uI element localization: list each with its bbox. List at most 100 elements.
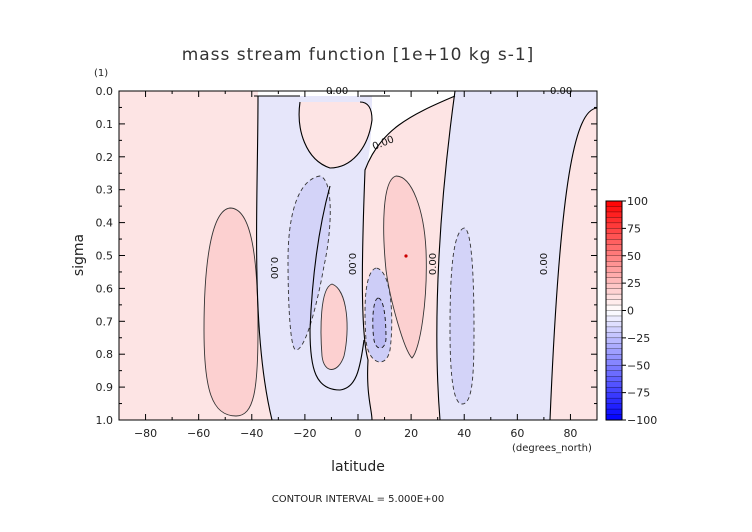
contour-label-north-2: 0.00: [539, 253, 550, 275]
colorbar-swatch: [605, 315, 623, 323]
colorbar-tick-label: 0: [627, 305, 634, 318]
colorbar-swatch: [605, 381, 623, 388]
y-tick-label: 0.1: [96, 118, 114, 131]
y-tick-label: 0.5: [96, 250, 114, 263]
y-tick-label: 0.4: [96, 217, 114, 230]
x-unit-label: (degrees_north): [512, 443, 592, 454]
colorbar-swatch: [605, 359, 623, 366]
x-tick-label: −80: [134, 427, 157, 440]
colorbar-tick-label: 25: [627, 277, 641, 290]
colorbar-tick-label: −25: [627, 332, 650, 345]
x-tick-label: −40: [240, 427, 263, 440]
colorbar-swatch: [605, 332, 623, 339]
colorbar-swatch: [605, 403, 623, 410]
region-positive-polar-north: [550, 108, 597, 420]
y-axis-label: sigma: [71, 234, 87, 276]
plot-area: 0.00 0.00 0.00 0.00 0.00 0.00 0.00: [118, 86, 598, 421]
max-marker: [404, 254, 408, 258]
y-tick-label: 0.8: [96, 348, 114, 361]
cell-positive-northern-tropics: [383, 175, 427, 359]
contour-label-south: 0.00: [268, 257, 279, 279]
x-tick-label: 0: [355, 427, 362, 440]
colorbar-swatch: [605, 277, 623, 284]
zero-contour-1: [256, 95, 273, 421]
zero-contour-5: [436, 90, 456, 421]
colorbar-tick-label: −75: [627, 387, 650, 400]
contour-interval-text: CONTOUR INTERVAL = 5.000E+00: [272, 494, 444, 505]
colorbar-swatch: [605, 299, 623, 306]
colorbar-swatch: [605, 222, 623, 229]
y-tick-label: 0.9: [96, 381, 114, 394]
cell-negative-north: [449, 227, 475, 405]
zero-contour-4: [309, 185, 365, 391]
zero-contour-2: [298, 101, 373, 169]
colorbar-swatch: [605, 255, 623, 262]
colorbar-swatch: [605, 310, 623, 317]
colorbar-swatch: [605, 326, 623, 333]
colorbar-swatch: [605, 337, 623, 344]
x-tick-label: 60: [510, 427, 524, 440]
y-tick-label: 0.0: [96, 85, 114, 98]
colorbar-swatch: [605, 200, 623, 208]
colorbar-swatch: [605, 217, 623, 224]
colorbar-swatch: [605, 261, 623, 268]
colorbar-swatch: [605, 244, 623, 251]
colorbar-swatch: [605, 365, 623, 372]
cell-negative-southern-tropics: [287, 175, 331, 351]
cell-positive-equator-low: [320, 283, 348, 370]
y-unit-label: (1): [94, 68, 108, 79]
y-tick-label: 1.0: [96, 414, 114, 427]
y-axis: 0.0 0.1 0.2 0.3 0.4 0.5 0.6 0.7 0.8 0.9 1.0: [96, 85, 597, 427]
x-tick-label: 80: [563, 427, 577, 440]
colorbar-tick-label: 50: [627, 250, 641, 263]
x-axis-label: latitude: [331, 459, 385, 475]
colorbar: 100 75 50 25 0 −25 −50 −75 −100: [605, 195, 657, 427]
y-tick-label: 0.7: [96, 315, 114, 328]
colorbar-swatch: [605, 321, 623, 328]
x-tick-label: 40: [457, 427, 471, 440]
colorbar-swatch: [605, 206, 623, 213]
colorbar-swatch: [605, 239, 623, 246]
contour-label-north-1: 0.00: [428, 253, 439, 275]
x-axis: −80 −60 −40 −20 0 20 40 60 80: [118, 91, 598, 440]
cell-negative-equator-core: [372, 297, 387, 349]
chart-title: mass stream function [1e+10 kg s-1]: [182, 45, 535, 65]
y-tick-label: 0.3: [96, 184, 114, 197]
cell-positive-south: [203, 207, 259, 417]
y-tick-label: 0.6: [96, 282, 114, 295]
colorbar-swatch: [605, 304, 623, 312]
colorbar-swatch: [605, 288, 623, 295]
x-tick-label: −60: [187, 427, 210, 440]
colorbar-tick-label: 75: [627, 222, 641, 235]
colorbar-swatch: [605, 376, 623, 383]
region-positive-upper-cap: [299, 102, 372, 168]
colorbar-swatch: [605, 250, 623, 257]
colorbar-swatch: [605, 343, 623, 350]
colorbar-swatch: [605, 348, 623, 355]
region-negative-north: [436, 91, 597, 420]
x-tick-label: 20: [404, 427, 418, 440]
contour-label-equator: 0.00: [346, 253, 357, 275]
colorbar-swatch: [605, 282, 623, 290]
colorbar-swatch: [605, 272, 623, 279]
colorbar-swatch: [605, 228, 623, 235]
colorbar-swatch: [605, 386, 623, 394]
zero-contour-3: [361, 95, 456, 421]
colorbar-swatch: [605, 211, 623, 218]
colorbar-swatch: [605, 293, 623, 301]
colorbar-swatch: [605, 233, 623, 240]
colorbar-swatch: [605, 266, 623, 273]
colorbar-swatch: [605, 397, 623, 405]
colorbar-tick-label: −100: [627, 414, 657, 427]
colorbar-swatch: [605, 392, 623, 399]
colorbar-tick-label: −50: [627, 359, 650, 372]
colorbar-swatch: [605, 370, 623, 377]
zero-contour-6: [549, 107, 598, 421]
colorbar-swatch: [605, 354, 623, 361]
colorbar-swatch: [605, 408, 623, 416]
zero-contours: [254, 90, 598, 421]
colorbar-tick-label: 100: [627, 195, 648, 208]
y-tick-label: 0.2: [96, 151, 114, 164]
x-tick-label: −20: [293, 427, 316, 440]
